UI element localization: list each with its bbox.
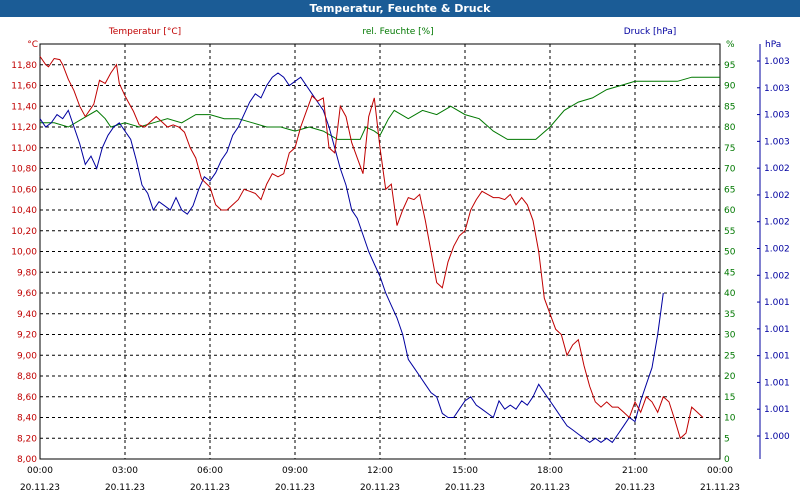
x-tick-date: 20.11.23 bbox=[445, 483, 485, 493]
x-tick-date: 20.11.23 bbox=[360, 483, 400, 493]
middle-tick-label: 15 bbox=[724, 393, 735, 403]
left-tick-label: 8,00 bbox=[17, 455, 37, 465]
pressure-line bbox=[39, 72, 664, 444]
x-tick-date: 20.11.23 bbox=[615, 483, 655, 493]
middle-tick-label: 65 bbox=[724, 185, 735, 195]
left-tick-label: 8,40 bbox=[17, 414, 37, 424]
middle-tick-label: 5 bbox=[724, 434, 730, 444]
x-tick-date: 20.11.23 bbox=[105, 483, 145, 493]
right-tick-label: 1.001 bbox=[764, 298, 790, 308]
middle-tick-label: 20 bbox=[724, 372, 736, 382]
legend-pressure: Druck [hPa] bbox=[624, 27, 677, 37]
x-tick-time: 15:00 bbox=[452, 466, 478, 476]
left-tick-label: 11,20 bbox=[11, 123, 37, 133]
left-tick-label: 10,20 bbox=[11, 227, 37, 237]
left-tick-label: 10,40 bbox=[11, 206, 37, 216]
middle-tick-label: 60 bbox=[724, 206, 736, 216]
x-tick-date: 20.11.23 bbox=[275, 483, 315, 493]
middle-tick-label: 40 bbox=[724, 289, 736, 299]
x-tick-time: 03:00 bbox=[112, 466, 138, 476]
middle-tick-label: 95 bbox=[724, 61, 735, 71]
left-tick-label: 11,40 bbox=[11, 102, 37, 112]
left-axis-unit: °C bbox=[27, 40, 38, 50]
right-tick-label: 1.001 bbox=[764, 352, 790, 362]
left-tick-label: 9,40 bbox=[17, 310, 37, 320]
right-tick-label: 1.002 bbox=[764, 191, 790, 201]
right-tick-label: 1.002 bbox=[764, 164, 790, 174]
legend-temperature: Temperatur [°C] bbox=[108, 27, 181, 37]
x-tick-time: 12:00 bbox=[367, 466, 393, 476]
temperature-line bbox=[39, 56, 704, 440]
left-tick-label: 10,00 bbox=[11, 248, 37, 258]
middle-tick-label: 50 bbox=[724, 248, 736, 258]
x-tick-time: 00:00 bbox=[27, 466, 53, 476]
left-tick-label: 9,60 bbox=[17, 289, 37, 299]
right-tick-label: 1.003 bbox=[764, 111, 790, 121]
right-axis-unit: hPa bbox=[765, 40, 781, 50]
left-tick-label: 9,80 bbox=[17, 268, 37, 278]
x-tick-time: 06:00 bbox=[197, 466, 223, 476]
middle-tick-label: 70 bbox=[724, 165, 736, 175]
left-tick-label: 9,00 bbox=[17, 351, 37, 361]
right-tick-label: 1.001 bbox=[764, 378, 790, 388]
left-tick-label: 11,80 bbox=[11, 61, 37, 71]
right-tick-label: 1.002 bbox=[764, 218, 790, 228]
left-tick-label: 11,60 bbox=[11, 82, 37, 92]
right-tick-label: 1.000 bbox=[764, 432, 790, 442]
middle-tick-label: 45 bbox=[724, 268, 735, 278]
middle-tick-label: 90 bbox=[724, 82, 736, 92]
x-tick-time: 09:00 bbox=[282, 466, 308, 476]
middle-tick-label: 10 bbox=[724, 414, 736, 424]
x-tick-date: 20.11.23 bbox=[530, 483, 570, 493]
right-tick-label: 1.001 bbox=[764, 325, 790, 335]
left-tick-label: 8,20 bbox=[17, 434, 37, 444]
right-tick-label: 1.002 bbox=[764, 271, 790, 281]
middle-tick-label: 0 bbox=[724, 455, 730, 465]
middle-tick-label: 30 bbox=[724, 331, 736, 341]
middle-tick-label: 55 bbox=[724, 227, 735, 237]
middle-tick-label: 35 bbox=[724, 310, 735, 320]
right-tick-label: 1.003 bbox=[764, 57, 790, 67]
left-tick-label: 8,80 bbox=[17, 372, 37, 382]
legend-humidity: rel. Feuchte [%] bbox=[362, 27, 433, 37]
series-lines bbox=[39, 56, 720, 444]
right-tick-label: 1.001 bbox=[764, 405, 790, 415]
x-tick-time: 18:00 bbox=[537, 466, 563, 476]
x-tick-date: 21.11.23 bbox=[700, 483, 740, 493]
right-tick-label: 1.003 bbox=[764, 84, 790, 94]
left-tick-label: 10,60 bbox=[11, 185, 37, 195]
middle-tick-label: 25 bbox=[724, 351, 735, 361]
left-tick-label: 8,60 bbox=[17, 393, 37, 403]
left-tick-label: 9,20 bbox=[17, 331, 37, 341]
left-tick-label: 10,80 bbox=[11, 165, 37, 175]
window-title: Temperatur, Feuchte & Druck bbox=[0, 0, 800, 17]
middle-tick-label: 80 bbox=[724, 123, 736, 133]
middle-tick-label: 85 bbox=[724, 102, 735, 112]
right-tick-label: 1.003 bbox=[764, 137, 790, 147]
middle-axis-unit: % bbox=[726, 40, 735, 50]
x-tick-date: 20.11.23 bbox=[190, 483, 230, 493]
middle-tick-label: 75 bbox=[724, 144, 735, 154]
x-tick-date: 20.11.23 bbox=[20, 483, 60, 493]
right-tick-label: 1.002 bbox=[764, 245, 790, 255]
left-tick-label: 11,00 bbox=[11, 144, 37, 154]
x-tick-time: 21:00 bbox=[622, 466, 648, 476]
x-tick-time: 00:00 bbox=[707, 466, 733, 476]
tick-labels: 8,00 8,20 8,40 8,60 8,80 9,00 9,20 9,40 9,60 9,80… bbox=[11, 57, 790, 493]
grid-lines bbox=[40, 44, 720, 459]
